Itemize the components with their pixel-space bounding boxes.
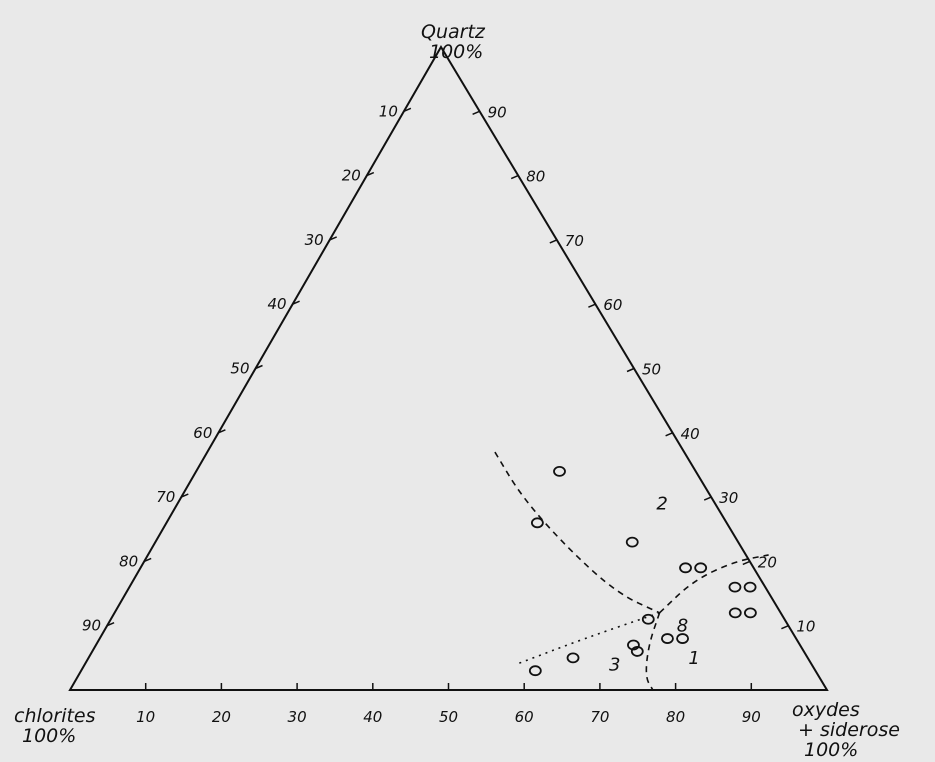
base-tick-label: 10 xyxy=(136,708,155,726)
right-tick-mark xyxy=(781,625,789,630)
zone-label: 2 xyxy=(656,494,667,515)
left-tick-label: 90 xyxy=(82,617,101,635)
left-edge-ticks: 10 20 30 40 50 60 70 80 90 xyxy=(82,102,412,635)
right-tick-label: 70 xyxy=(565,232,584,250)
sample-point xyxy=(728,581,742,593)
right-tick-mark xyxy=(665,432,673,437)
left-vertex-label: 100% xyxy=(22,725,76,747)
left-vertex-label: chlorites xyxy=(14,705,96,727)
base-tick-label: 90 xyxy=(742,708,761,726)
base-tick-label: 40 xyxy=(363,708,382,726)
sample-point xyxy=(641,613,655,625)
base-tick-label: 30 xyxy=(288,708,307,726)
zone-label: 3 xyxy=(609,654,620,675)
zone-boundary-line xyxy=(659,554,769,614)
sample-point xyxy=(661,633,674,644)
right-tick-label: 90 xyxy=(488,103,507,121)
base-tick-label: 80 xyxy=(666,708,685,726)
right-tick-mark xyxy=(510,174,519,180)
left-tick-label: 60 xyxy=(193,424,212,442)
right-tick-label: 50 xyxy=(642,361,661,379)
left-tick-mark xyxy=(292,300,300,305)
zone-labels: 1 2 3 8 xyxy=(609,494,700,676)
triangle-outline xyxy=(68,45,829,691)
sample-point xyxy=(694,562,708,574)
right-tick-label: 40 xyxy=(681,425,700,443)
right-tick-label: 30 xyxy=(719,489,738,507)
base-tick-label: 50 xyxy=(439,708,458,726)
left-tick-mark xyxy=(329,236,337,241)
right-tick-mark xyxy=(626,367,635,373)
right-tick-label: 80 xyxy=(526,168,545,186)
sample-point xyxy=(627,639,640,651)
sample-point xyxy=(528,665,542,677)
right-tick-mark xyxy=(742,560,751,566)
sample-point xyxy=(743,581,757,593)
base-edge-ticks: 10 20 30 40 50 60 70 80 90 xyxy=(136,683,761,726)
left-tick-label: 10 xyxy=(379,102,398,120)
base-tick-label: 70 xyxy=(590,708,609,726)
right-vertex-label: 100% xyxy=(804,739,858,761)
sample-point xyxy=(744,607,757,619)
right-tick-label: 20 xyxy=(758,553,777,571)
zone-label: 1 xyxy=(688,648,699,669)
right-tick-label: 60 xyxy=(603,296,622,314)
top-vertex-label: 100% xyxy=(429,41,483,63)
left-tick-label: 70 xyxy=(156,488,175,506)
sample-point xyxy=(625,536,639,548)
zone-boundary-line xyxy=(645,612,661,691)
sample-point xyxy=(728,607,742,619)
left-tick-label: 20 xyxy=(342,167,361,185)
left-tick-label: 80 xyxy=(119,552,138,570)
right-tick-mark xyxy=(703,496,712,501)
triangle-frame xyxy=(68,45,829,691)
zone-boundaries xyxy=(494,451,769,691)
left-tick-label: 30 xyxy=(305,231,324,249)
sample-point xyxy=(676,633,689,644)
left-tick-mark xyxy=(403,107,412,112)
zone-label: 8 xyxy=(677,616,688,637)
sample-point xyxy=(566,652,580,664)
left-tick-label: 50 xyxy=(230,360,249,378)
left-tick-label: 40 xyxy=(268,295,287,313)
sample-point xyxy=(679,562,692,574)
right-edge-ticks: 10 20 30 40 50 60 70 80 90 xyxy=(472,103,815,636)
right-tick-label: 10 xyxy=(796,618,815,636)
sample-points xyxy=(528,465,757,677)
left-tick-mark xyxy=(143,557,152,563)
right-vertex-label: oxydes xyxy=(792,699,860,721)
top-vertex-label: Quartz xyxy=(421,21,486,43)
left-tick-mark xyxy=(106,622,115,627)
zone-boundary-line xyxy=(494,451,660,614)
left-tick-mark xyxy=(181,493,189,498)
left-tick-mark xyxy=(218,429,226,434)
left-tick-mark xyxy=(255,364,263,370)
right-tick-mark xyxy=(472,110,480,115)
right-tick-mark xyxy=(588,303,596,308)
right-vertex-label: + siderose xyxy=(798,719,900,741)
sample-point xyxy=(553,465,566,477)
sample-point xyxy=(630,646,644,657)
base-tick-label: 20 xyxy=(212,708,231,726)
right-tick-mark xyxy=(549,239,558,244)
base-tick-label: 60 xyxy=(515,708,534,726)
zone-boundary-line xyxy=(516,612,660,666)
left-tick-mark xyxy=(366,171,375,177)
sample-point xyxy=(530,517,544,529)
